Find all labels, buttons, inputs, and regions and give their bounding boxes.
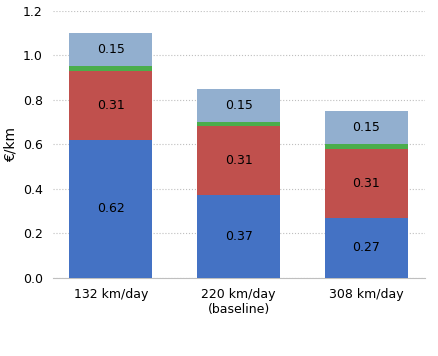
Text: 0.15: 0.15 <box>97 43 125 56</box>
Text: 0.31: 0.31 <box>353 177 380 190</box>
Text: 0.15: 0.15 <box>353 121 380 134</box>
Bar <box>325 111 408 144</box>
Bar <box>325 144 408 149</box>
Text: 0.15: 0.15 <box>225 99 253 112</box>
Bar <box>70 71 152 140</box>
Bar <box>197 126 280 195</box>
Text: 0.31: 0.31 <box>97 99 125 112</box>
Text: 0.27: 0.27 <box>353 241 380 254</box>
Bar <box>197 89 280 122</box>
Bar <box>70 140 152 278</box>
Bar <box>325 149 408 218</box>
Bar <box>197 195 280 278</box>
Bar <box>70 33 152 66</box>
Text: 0.62: 0.62 <box>97 202 125 215</box>
Text: 0.31: 0.31 <box>225 155 253 167</box>
Y-axis label: €/km: €/km <box>3 127 17 162</box>
Bar <box>70 66 152 71</box>
Text: 0.37: 0.37 <box>225 230 253 243</box>
Bar <box>197 122 280 126</box>
Bar <box>325 218 408 278</box>
